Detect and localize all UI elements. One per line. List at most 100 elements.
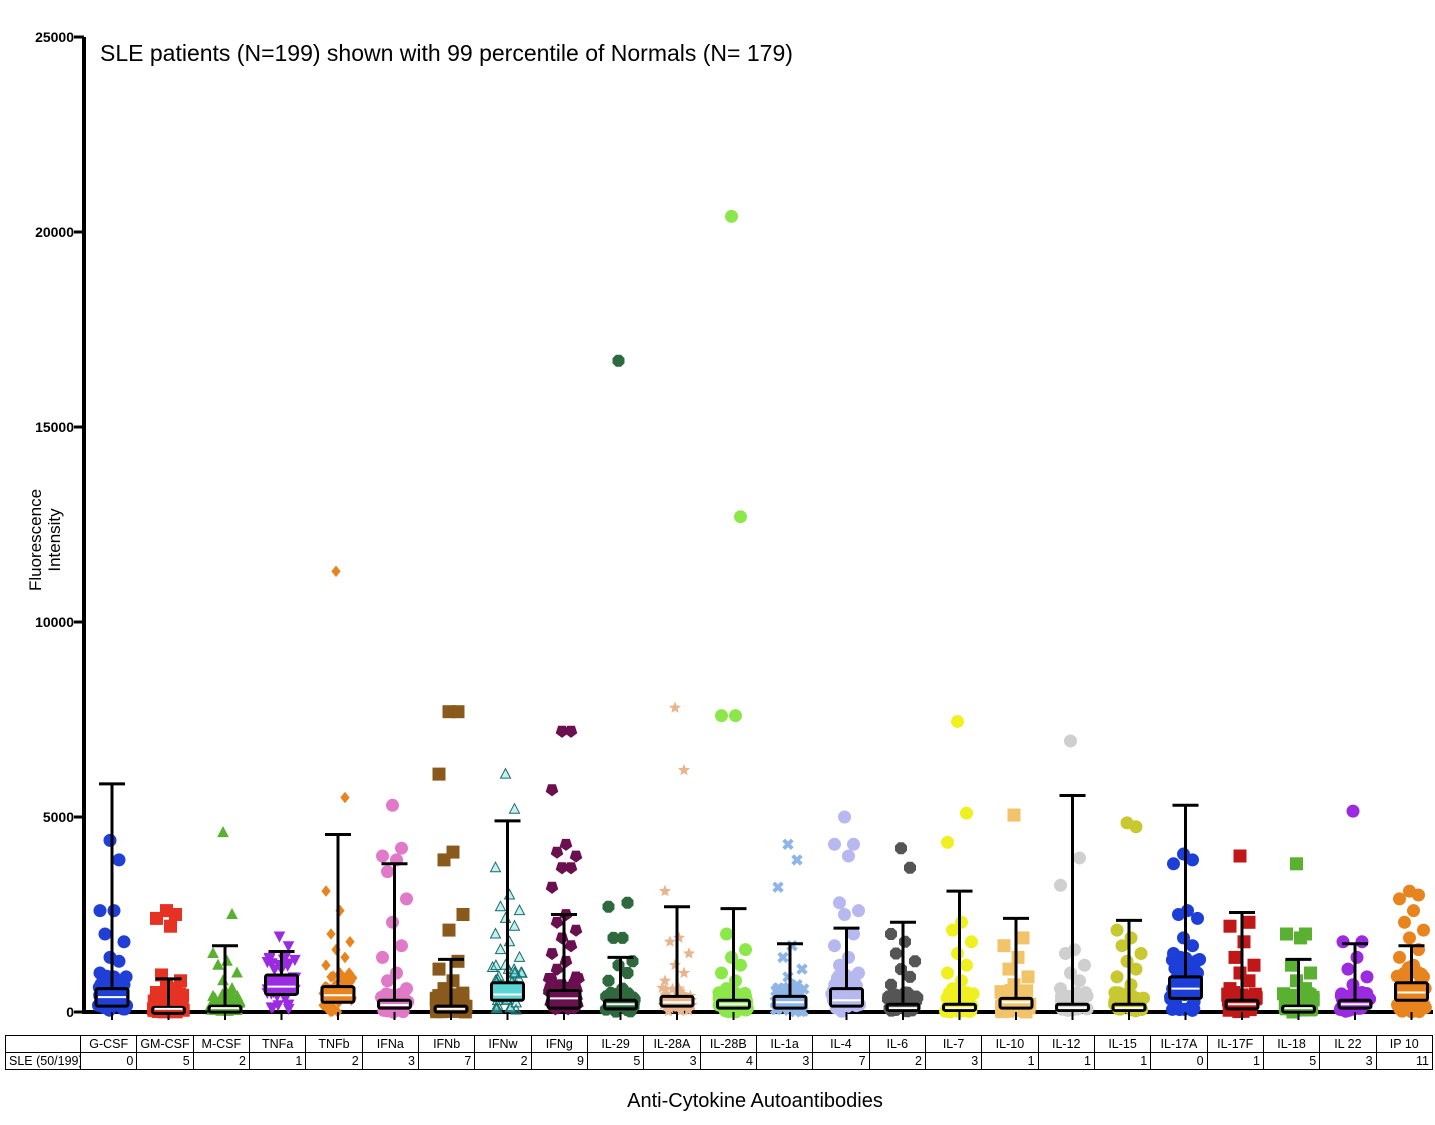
outlier-point-il-28b: [720, 982, 733, 996]
outlier-point-g-csf: [103, 833, 117, 847]
outlier-point-tnfa: [273, 931, 286, 943]
outlier-point-il-28b: [729, 709, 742, 723]
data-point-tnfb: [328, 1001, 338, 1013]
table-cell-count: 3: [361, 1052, 419, 1070]
outlier-point-ifnb: [442, 923, 456, 937]
outlier-point-il-6: [890, 947, 902, 960]
outlier-point-ip-10: [1407, 904, 1420, 918]
outlier-point-il-7: [941, 835, 954, 849]
box-il-4: [829, 987, 864, 1008]
outlier-point-g-csf: [107, 904, 121, 918]
outlier-point-il-10: [1011, 950, 1025, 964]
outlier-point-il-6: [899, 935, 911, 948]
y-tick-label: 10000: [35, 614, 74, 630]
outlier-point-il-17a: [1186, 853, 1199, 867]
outlier-point-ifng: [545, 881, 559, 894]
y-tick-label: 20000: [35, 224, 74, 240]
table-cell-count: 5: [1262, 1052, 1321, 1070]
table-cell-name: IFNa: [361, 1035, 419, 1053]
outlier-point-il-4: [838, 908, 851, 921]
outlier-point-ifnw: [508, 966, 521, 978]
outlier-point-tnfb: [321, 959, 331, 972]
y-axis-label: Fluorescence Intensity: [26, 489, 64, 591]
outlier-point-il-22: [1336, 935, 1350, 949]
outlier-point-ifna: [386, 798, 399, 812]
outlier-point-ifna: [400, 982, 413, 996]
outlier-point-il-22: [1355, 935, 1369, 949]
outlier-point-gm-csf: [155, 993, 168, 1007]
outlier-point-tnfb: [326, 971, 336, 983]
outlier-point-il-22: [1360, 970, 1374, 984]
outlier-point-il-15: [1129, 820, 1143, 834]
outlier-point-il-28b: [715, 709, 728, 723]
outlier-point-il-15: [1129, 962, 1143, 976]
x-axis-label: Anti-Cytokine Autoantibodies: [627, 1090, 883, 1112]
outlier-point-il-10: [1002, 962, 1016, 976]
outlier-point-ip-10: [1417, 923, 1430, 937]
box-il-18: [1281, 1004, 1316, 1014]
table-cell-name: IP 10: [1375, 1035, 1434, 1053]
outlier-point-il-4: [847, 927, 860, 941]
table-cell-count: 3: [643, 1052, 701, 1070]
outlier-point-il-17f: [1242, 974, 1256, 988]
outlier-point-il-4: [828, 837, 841, 851]
outlier-point-ip-10: [1398, 915, 1411, 929]
outlier-point-g-csf: [93, 904, 107, 918]
table-cell-count: 2: [474, 1052, 532, 1070]
outlier-point-il-18: [1299, 982, 1312, 996]
outlier-point-il-12: [1073, 974, 1086, 988]
outlier-point-gm-csf: [164, 919, 177, 933]
outlier-point-ifna: [376, 950, 389, 964]
outlier-point-il-12: [1078, 958, 1091, 972]
outlier-point-il-7: [946, 923, 959, 937]
outlier-point-il-7: [960, 958, 973, 972]
outlier-point-ifna: [376, 849, 389, 863]
outlier-point-ifng: [550, 916, 564, 929]
outlier-point-il-17f: [1228, 950, 1242, 964]
table-cell-count: 3: [924, 1052, 983, 1070]
table-cell-count: 1: [1037, 1052, 1095, 1070]
outlier-point-il-1a: [791, 978, 803, 991]
table-count-row: SLE (50/199) 0 5 2 1 2 3 7 2 9 5 3 4 3 7…: [5, 1052, 1434, 1070]
data-point-il-17a: [1173, 1003, 1187, 1017]
table-cell-name: IL-1a: [755, 1035, 814, 1053]
outlier-point-il-28a: [663, 935, 677, 947]
outlier-point-il-4: [852, 904, 865, 918]
outlier-point-il-15: [1124, 978, 1138, 992]
outlier-point-il-28b: [720, 927, 733, 941]
outlier-point-ifna: [395, 841, 408, 855]
outlier-point-il-28b: [734, 510, 747, 524]
outlier-point-il-1a: [777, 951, 789, 964]
outlier-point-il-28b: [715, 966, 728, 980]
outlier-point-ifnb: [451, 954, 465, 968]
table-cell-count: 5: [586, 1052, 645, 1070]
outlier-point-m-csf: [226, 982, 238, 994]
outlier-point-il-29: [612, 354, 625, 367]
outlier-point-ifnb: [437, 853, 451, 867]
outlier-point-il-22: [1346, 804, 1360, 818]
outlier-point-ifng: [569, 850, 583, 863]
table-cell-name: TNFa: [248, 1035, 307, 1053]
table-cell-count: 1: [981, 1052, 1039, 1070]
outlier-point-il-22: [1341, 962, 1355, 976]
outlier-point-il-7: [946, 982, 959, 996]
outlier-point-ifng: [564, 940, 578, 953]
outlier-point-tnfb: [331, 565, 341, 578]
table-cell-count: 0: [79, 1052, 138, 1070]
table-cell-name: IFNb: [417, 1035, 476, 1053]
outlier-point-tnfb: [340, 951, 350, 964]
outlier-point-ifnw: [489, 861, 502, 873]
data-point-il-6: [911, 991, 924, 1004]
outlier-point-il-6: [909, 955, 921, 968]
outlier-point-il-28a: [677, 763, 691, 776]
table-cell-count: 7: [417, 1052, 476, 1070]
table-cell-name: IL-29: [586, 1035, 645, 1053]
outlier-point-il-28a: [672, 931, 686, 943]
data-point-tnfa: [272, 1000, 285, 1012]
outlier-point-g-csf: [112, 954, 126, 968]
outlier-point-il-4: [833, 958, 846, 972]
outlier-point-ifnb: [456, 908, 470, 921]
box-tnfa: [264, 973, 299, 996]
table-cell-count: 4: [699, 1052, 757, 1070]
outlier-point-il-6: [899, 986, 911, 999]
